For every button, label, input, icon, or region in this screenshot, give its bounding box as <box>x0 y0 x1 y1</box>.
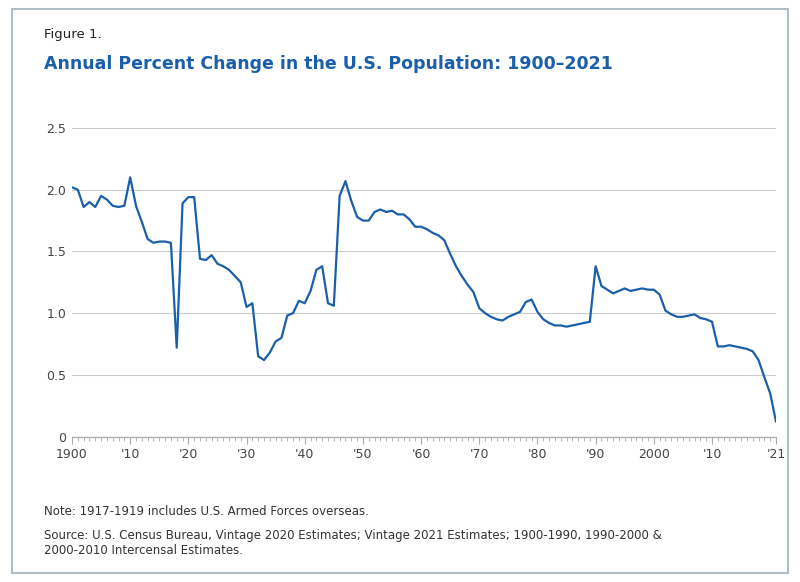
Text: Annual Percent Change in the U.S. Population: 1900–2021: Annual Percent Change in the U.S. Popula… <box>44 55 613 73</box>
Text: Source: U.S. Census Bureau, Vintage 2020 Estimates; Vintage 2021 Estimates; 1900: Source: U.S. Census Bureau, Vintage 2020… <box>44 529 662 557</box>
Text: Note: 1917-1919 includes U.S. Armed Forces overseas.: Note: 1917-1919 includes U.S. Armed Forc… <box>44 505 369 518</box>
Text: Figure 1.: Figure 1. <box>44 28 102 41</box>
